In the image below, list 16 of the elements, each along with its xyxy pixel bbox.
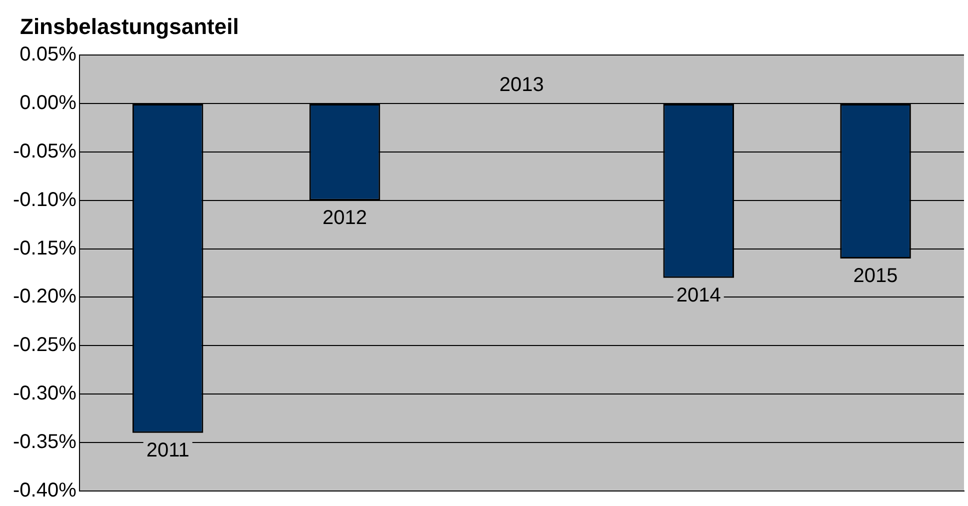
y-tick-label: -0.15%: [12, 237, 77, 260]
y-tick-label: -0.10%: [12, 188, 77, 211]
y-tick-label: 0.05%: [20, 44, 77, 66]
y-tick-label: -0.40%: [12, 480, 77, 502]
y-tick-label: -0.05%: [12, 140, 77, 162]
y-tick-label: 0.00%: [20, 92, 77, 114]
x-tick-label: 2012: [322, 206, 368, 229]
chart-title: Zinsbelastungsanteil: [20, 14, 239, 40]
x-tick-label: 2015: [853, 264, 898, 287]
y-tick-label: -0.35%: [12, 431, 77, 454]
y-tick-label: -0.20%: [12, 286, 77, 308]
x-tick-label: 2011: [146, 439, 190, 462]
x-tick-label: 2013: [499, 74, 544, 96]
x-tick-label: 2014: [676, 284, 721, 306]
y-tick-label: -0.30%: [12, 382, 77, 405]
y-tick-label: -0.25%: [12, 334, 77, 356]
